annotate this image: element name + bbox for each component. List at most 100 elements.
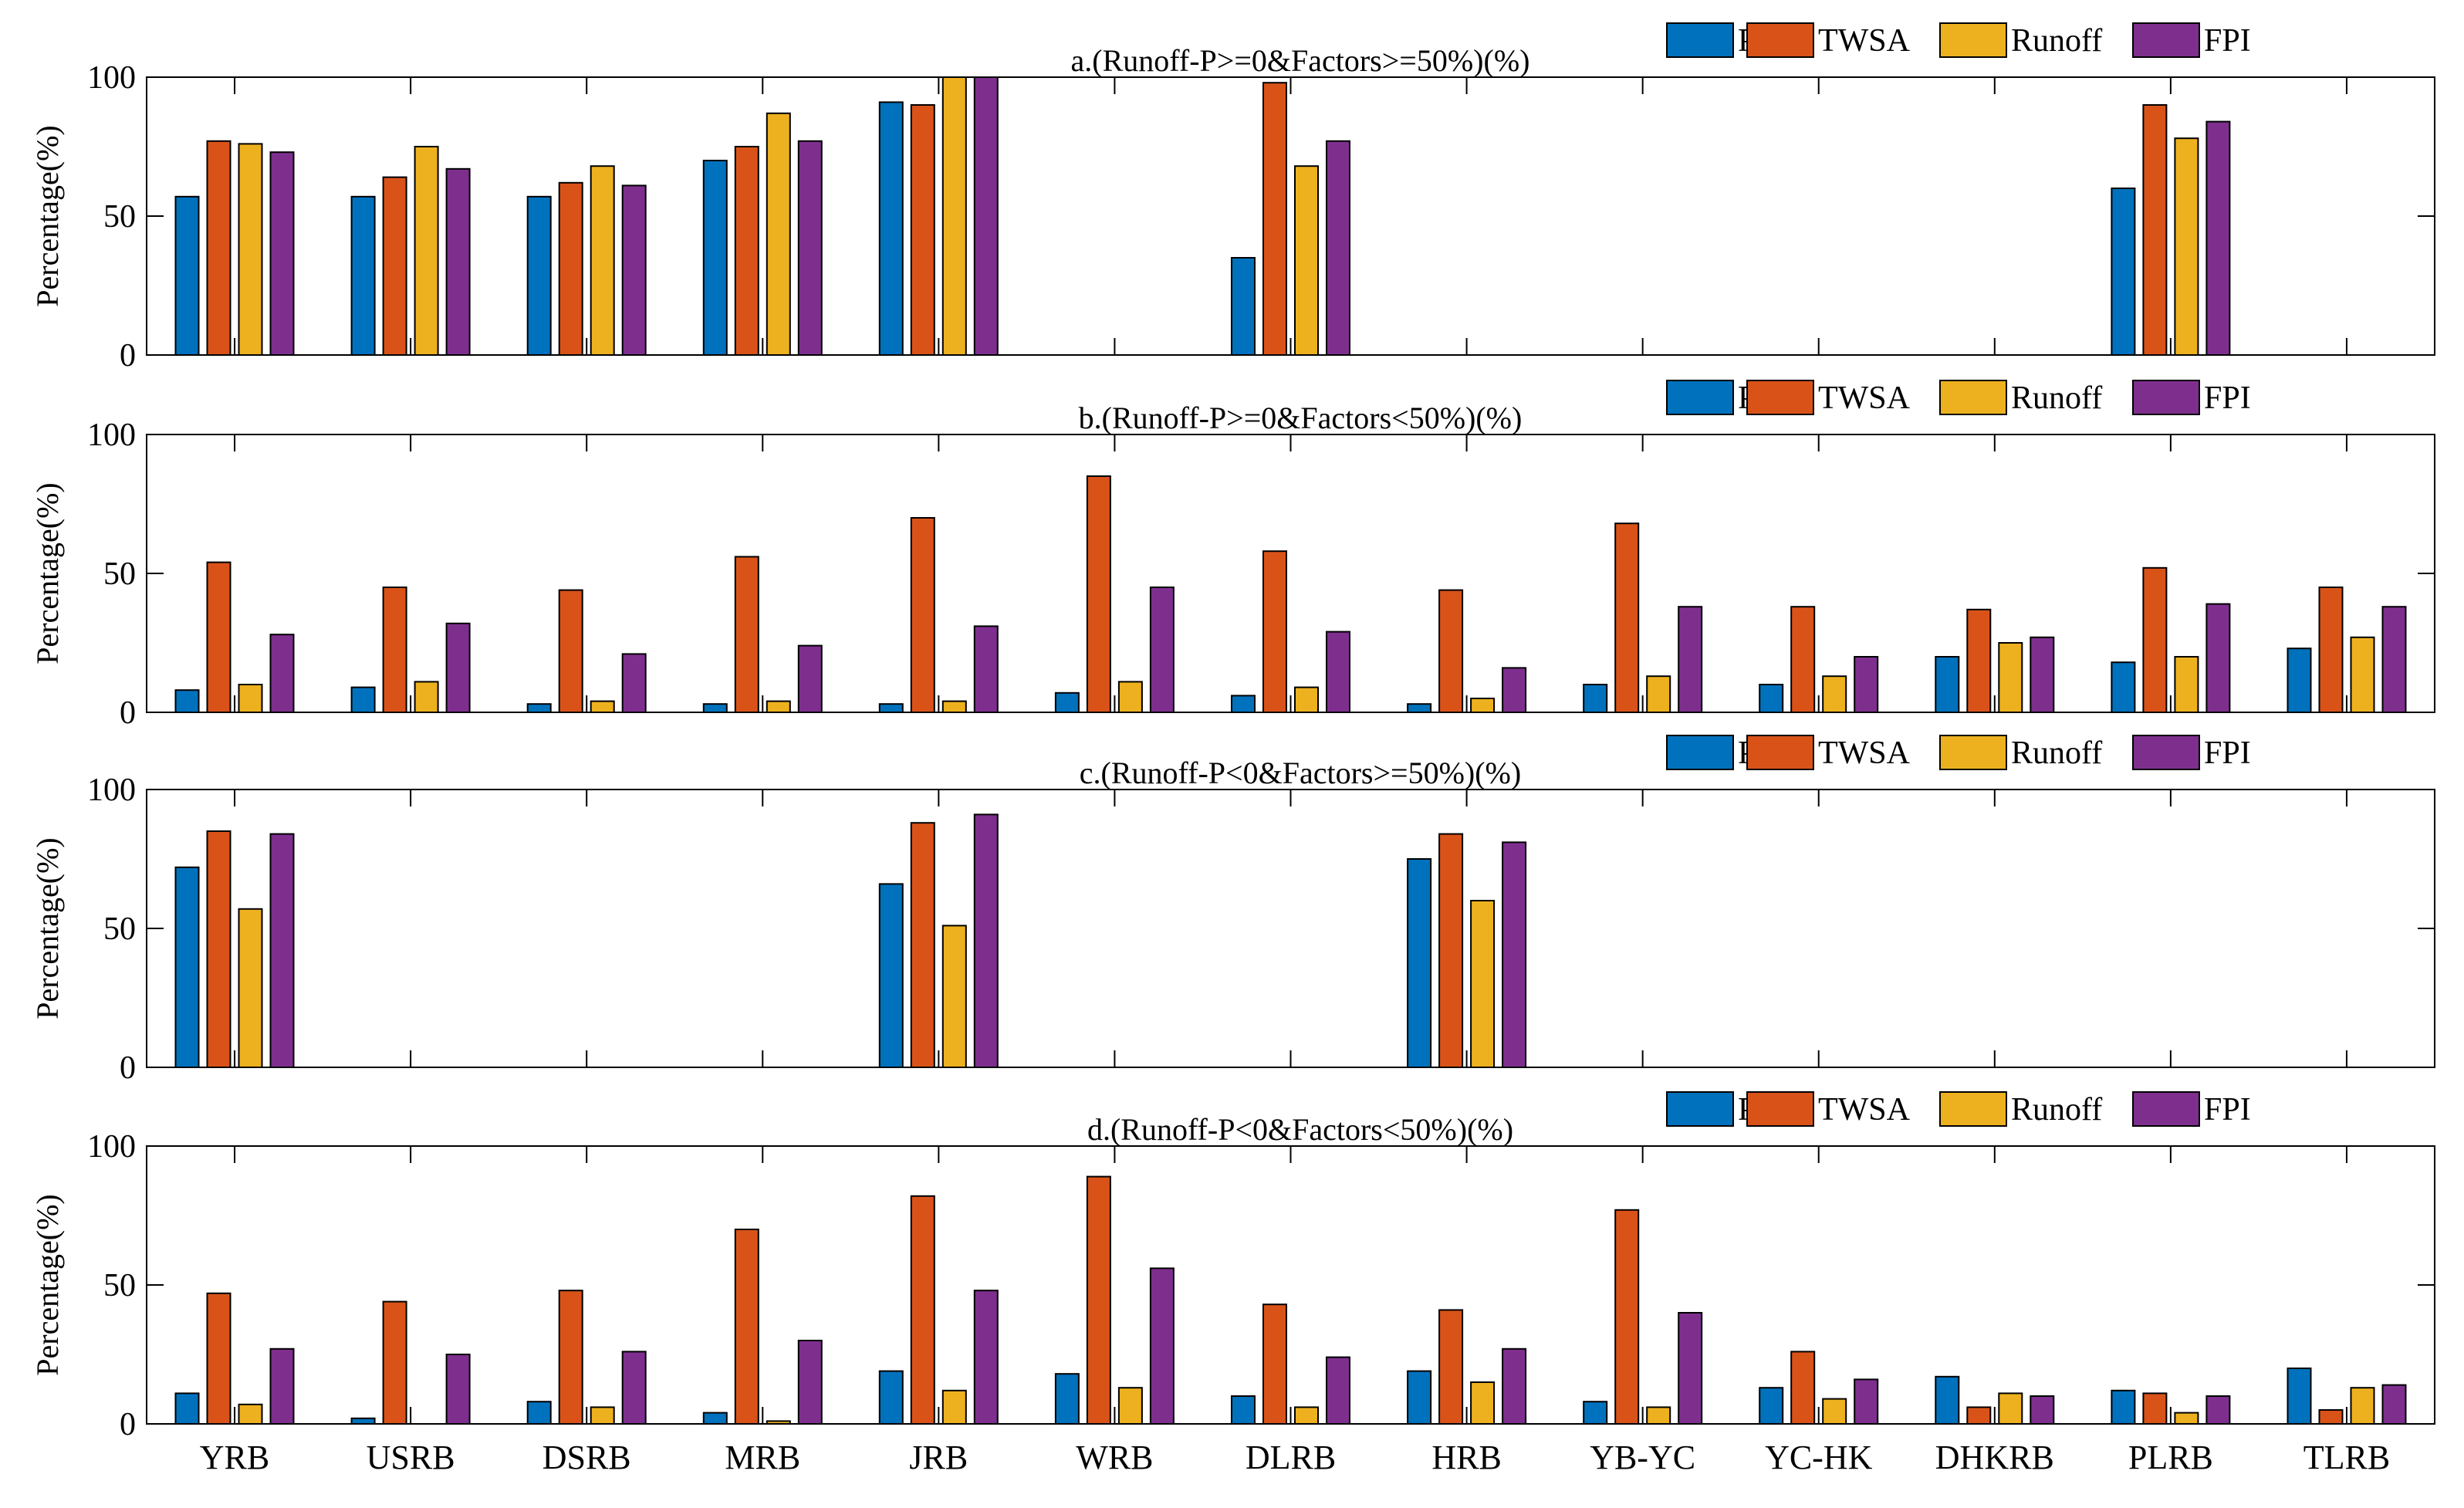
legend-label-twsa: TWSA	[1818, 23, 1911, 59]
bar-fpi-wrb	[1149, 1267, 1175, 1425]
legend-swatch-p	[1666, 1091, 1734, 1127]
bar-runoff-dlrb	[1294, 165, 1319, 356]
bar-runoff-tlrb	[2350, 1387, 2375, 1425]
bar-fpi-dhkrb	[2030, 636, 2055, 713]
bar-p-plrb	[2111, 661, 2136, 714]
y-tick-label: 0	[120, 338, 136, 374]
bar-runoff-hrb	[1470, 698, 1496, 713]
bar-p-dlrb	[1231, 695, 1256, 714]
bar-twsa-hrb	[1438, 589, 1464, 713]
panel-title: b.(Runoff-P>=0&Factors<50%)(%)	[1079, 401, 1523, 435]
bar-runoff-usrb	[414, 681, 439, 714]
bar-fpi-jrb	[973, 813, 999, 1069]
bar-twsa-mrb	[734, 1229, 759, 1425]
bar-fpi-yrb	[269, 151, 295, 356]
bar-runoff-usrb	[414, 146, 439, 356]
bar-twsa-yrb	[206, 1292, 232, 1425]
legend-swatch-fpi	[2132, 735, 2200, 770]
bar-twsa-usrb	[382, 587, 407, 713]
bar-runoff-plrb	[2174, 137, 2199, 356]
bar-runoff-dlrb	[1294, 1406, 1319, 1425]
bar-fpi-mrb	[797, 1340, 823, 1425]
bar-runoff-dsrb	[590, 1406, 615, 1425]
legend-swatch-runoff	[1939, 22, 2007, 58]
bar-twsa-dsrb	[558, 181, 583, 356]
bar-twsa-jrb	[910, 822, 935, 1068]
legend-label-twsa: TWSA	[1818, 380, 1911, 416]
y-tick-label: 100	[87, 60, 136, 96]
bar-p-hrb	[1407, 858, 1432, 1068]
bar-runoff-jrb	[941, 1389, 967, 1425]
legend-label-runoff: Runoff	[2011, 23, 2102, 59]
y-tick-label: 0	[120, 695, 136, 731]
bar-p-yrb	[174, 1392, 200, 1425]
bar-p-hrb	[1407, 703, 1432, 714]
bar-runoff-dhkrb	[1998, 1392, 2023, 1425]
bar-twsa-mrb	[734, 556, 759, 714]
bar-fpi-yb-yc	[1678, 606, 1703, 714]
bar-p-jrb	[878, 883, 904, 1069]
bar-p-usrb	[350, 686, 376, 713]
bar-fpi-dsrb	[621, 184, 647, 356]
legend-label-runoff: Runoff	[2011, 735, 2102, 771]
bar-p-mrb	[702, 160, 728, 356]
bar-fpi-jrb	[973, 625, 999, 714]
bar-fpi-hrb	[1502, 841, 1527, 1069]
y-axis-label: Percentage(%)	[30, 482, 65, 664]
bar-fpi-dsrb	[621, 1351, 647, 1425]
bar-fpi-yrb	[269, 634, 295, 714]
x-tick-label-yrb: YRB	[200, 1439, 269, 1476]
legend-swatch-twsa	[1746, 735, 1814, 770]
legend-swatch-p	[1666, 380, 1734, 415]
plot-frame	[146, 1145, 2435, 1425]
bar-fpi-mrb	[797, 140, 823, 357]
bar-fpi-yb-yc	[1678, 1312, 1703, 1425]
bar-runoff-hrb	[1470, 1381, 1496, 1425]
legend-swatch-fpi	[2132, 1091, 2200, 1127]
bar-runoff-dhkrb	[1998, 642, 2023, 713]
panel-a: 0 50 100 Percentage(%) a.(Runoff-P>=0&Factor…	[30, 22, 2435, 374]
bar-fpi-usrb	[445, 622, 471, 713]
bar-twsa-yrb	[206, 830, 232, 1068]
legend-label-runoff: Runoff	[2011, 380, 2102, 416]
y-tick-label: 50	[103, 911, 136, 947]
bar-twsa-jrb	[910, 104, 935, 356]
bar-fpi-plrb	[2205, 120, 2231, 356]
bar-runoff-tlrb	[2350, 636, 2375, 713]
bar-fpi-plrb	[2205, 1395, 2231, 1425]
x-tick-label-usrb: USRB	[367, 1439, 455, 1476]
bar-runoff-wrb	[1117, 1387, 1143, 1425]
x-tick-label-wrb: WRB	[1076, 1439, 1153, 1476]
panel-title: d.(Runoff-P<0&Factors<50%)(%)	[1087, 1112, 1513, 1147]
bar-runoff-dsrb	[590, 165, 615, 356]
bar-p-jrb	[878, 1370, 904, 1425]
panel-c: 0 50 100 Percentage(%) c.(Runoff-P<0&Factors…	[30, 735, 2435, 1086]
bar-runoff-yrb	[238, 143, 263, 356]
legend-label-twsa: TWSA	[1818, 735, 1911, 771]
legend-label-twsa: TWSA	[1818, 1092, 1911, 1128]
x-tick-label-yc-hk: YC-HK	[1765, 1439, 1873, 1476]
bar-runoff-jrb	[941, 700, 967, 713]
bar-p-plrb	[2111, 188, 2136, 356]
bar-twsa-dsrb	[558, 1290, 583, 1425]
y-tick-label: 0	[120, 1050, 136, 1086]
bar-p-dlrb	[1231, 257, 1256, 356]
x-tick-label-dhkrb: DHKRB	[1935, 1439, 2054, 1476]
x-tick-label-tlrb: TLRB	[2303, 1439, 2390, 1476]
bar-fpi-usrb	[445, 167, 471, 356]
legend-swatch-runoff	[1939, 735, 2007, 770]
bar-p-plrb	[2111, 1389, 2136, 1425]
y-tick-label: 50	[103, 556, 136, 592]
bar-p-yrb	[174, 866, 200, 1069]
bar-runoff-yc-hk	[1822, 1398, 1847, 1425]
bar-runoff-wrb	[1117, 681, 1143, 714]
bar-runoff-yb-yc	[1646, 1406, 1671, 1425]
legend: PTWSARunoffFPI	[1666, 380, 2251, 416]
legend: PTWSARunoffFPI	[1666, 1091, 2251, 1128]
y-axis-label: Percentage(%)	[30, 125, 65, 306]
bar-twsa-dlrb	[1262, 550, 1287, 714]
legend-swatch-runoff	[1939, 1091, 2007, 1127]
bar-twsa-dhkrb	[1966, 1406, 1992, 1425]
panel-title: c.(Runoff-P<0&Factors>=50%)(%)	[1080, 756, 1521, 790]
